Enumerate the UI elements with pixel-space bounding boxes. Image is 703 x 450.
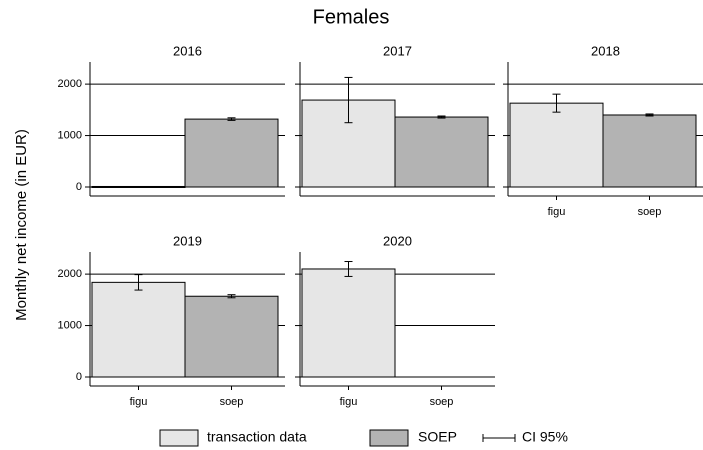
legend-label: SOEP: [418, 429, 457, 445]
bar: [394, 116, 489, 188]
y-tick-label: 1000: [58, 319, 82, 331]
legend-swatch: [159, 429, 199, 447]
bar: [184, 118, 279, 188]
x-tick-label: figu: [340, 396, 358, 408]
legend-swatch: [369, 429, 409, 447]
y-tick-label: 0: [76, 371, 82, 383]
bar: [91, 185, 186, 188]
x-tick-label: soep: [220, 396, 244, 408]
bar: [602, 114, 697, 188]
y-tick-label: 0: [76, 181, 82, 193]
y-tick-label: 2000: [58, 78, 82, 90]
legend-label: transaction data: [207, 429, 307, 445]
x-tick-label: soep: [638, 206, 662, 218]
x-tick-label: figu: [548, 206, 566, 218]
panel-title: 2018: [591, 43, 620, 58]
panel-title: 2017: [383, 43, 412, 58]
x-tick-label: figu: [130, 396, 148, 408]
bar: [184, 295, 279, 378]
y-tick-label: 1000: [58, 129, 82, 141]
bar: [91, 281, 186, 378]
panel-title: 2019: [173, 233, 202, 248]
chart-title: Females: [313, 6, 390, 28]
x-tick-label: soep: [430, 396, 454, 408]
panel-title: 2020: [383, 233, 412, 248]
y-axis-label: Monthly net income (in EUR): [13, 129, 30, 321]
bar: [301, 268, 396, 378]
panel-title: 2016: [173, 43, 202, 58]
legend-label: CI 95%: [522, 429, 568, 445]
bar: [509, 102, 604, 188]
y-tick-label: 2000: [58, 268, 82, 280]
